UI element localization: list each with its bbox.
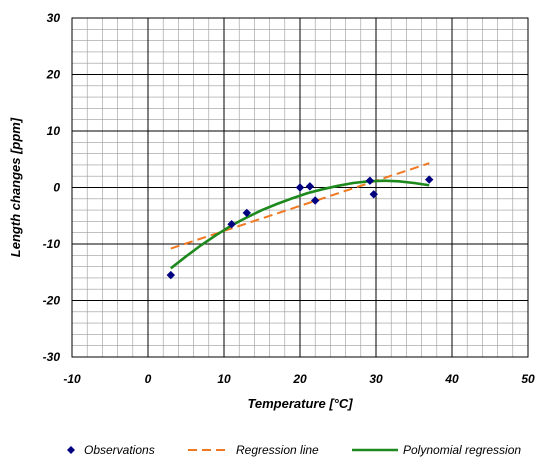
polynomial-regression-line [170, 179, 430, 270]
observation-point [166, 270, 175, 280]
observation-point [311, 196, 320, 205]
x-tick-label: 20 [292, 372, 307, 386]
x-tick-label: 50 [521, 372, 535, 386]
tick-labels: -10 0 10 20 30 40 50 30 20 10 0 -10 -20 -30 [43, 11, 535, 386]
regression-line [170, 162, 430, 250]
y-tick-label: 0 [53, 181, 60, 195]
y-tick-label: 10 [47, 124, 61, 138]
x-tick-label: 30 [369, 372, 383, 386]
x-tick-label: 40 [444, 372, 459, 386]
legend-observations-label: Observations [84, 443, 155, 457]
x-tick-label: -10 [63, 372, 81, 386]
y-tick-label: -20 [43, 294, 61, 308]
legend-regression-line-label: Regression line [236, 443, 319, 457]
legend-polynomial-regression-label: Polynomial regression [403, 443, 521, 457]
x-tick-label: 0 [145, 372, 152, 386]
plot-area-frame [71, 17, 529, 358]
observation-point [369, 190, 378, 199]
y-tick-label: -30 [43, 350, 61, 364]
observation-point [295, 183, 305, 192]
legend: Observations Regression line Polynomial … [67, 443, 521, 457]
observation-point [365, 176, 375, 185]
y-tick-label: 20 [46, 68, 61, 82]
legend-observations-marker [67, 446, 75, 454]
observation-point [425, 175, 434, 184]
observation-point [305, 182, 315, 191]
series-layer [166, 162, 434, 280]
x-axis-title: Temperature [°C] [247, 396, 353, 411]
y-tick-label: 30 [47, 11, 61, 25]
y-tick-label: -10 [43, 237, 61, 251]
observation-point [242, 208, 251, 218]
y-axis-title: Length changes [ppm] [8, 117, 23, 257]
x-tick-label: 10 [217, 372, 231, 386]
observation-point [227, 220, 236, 229]
